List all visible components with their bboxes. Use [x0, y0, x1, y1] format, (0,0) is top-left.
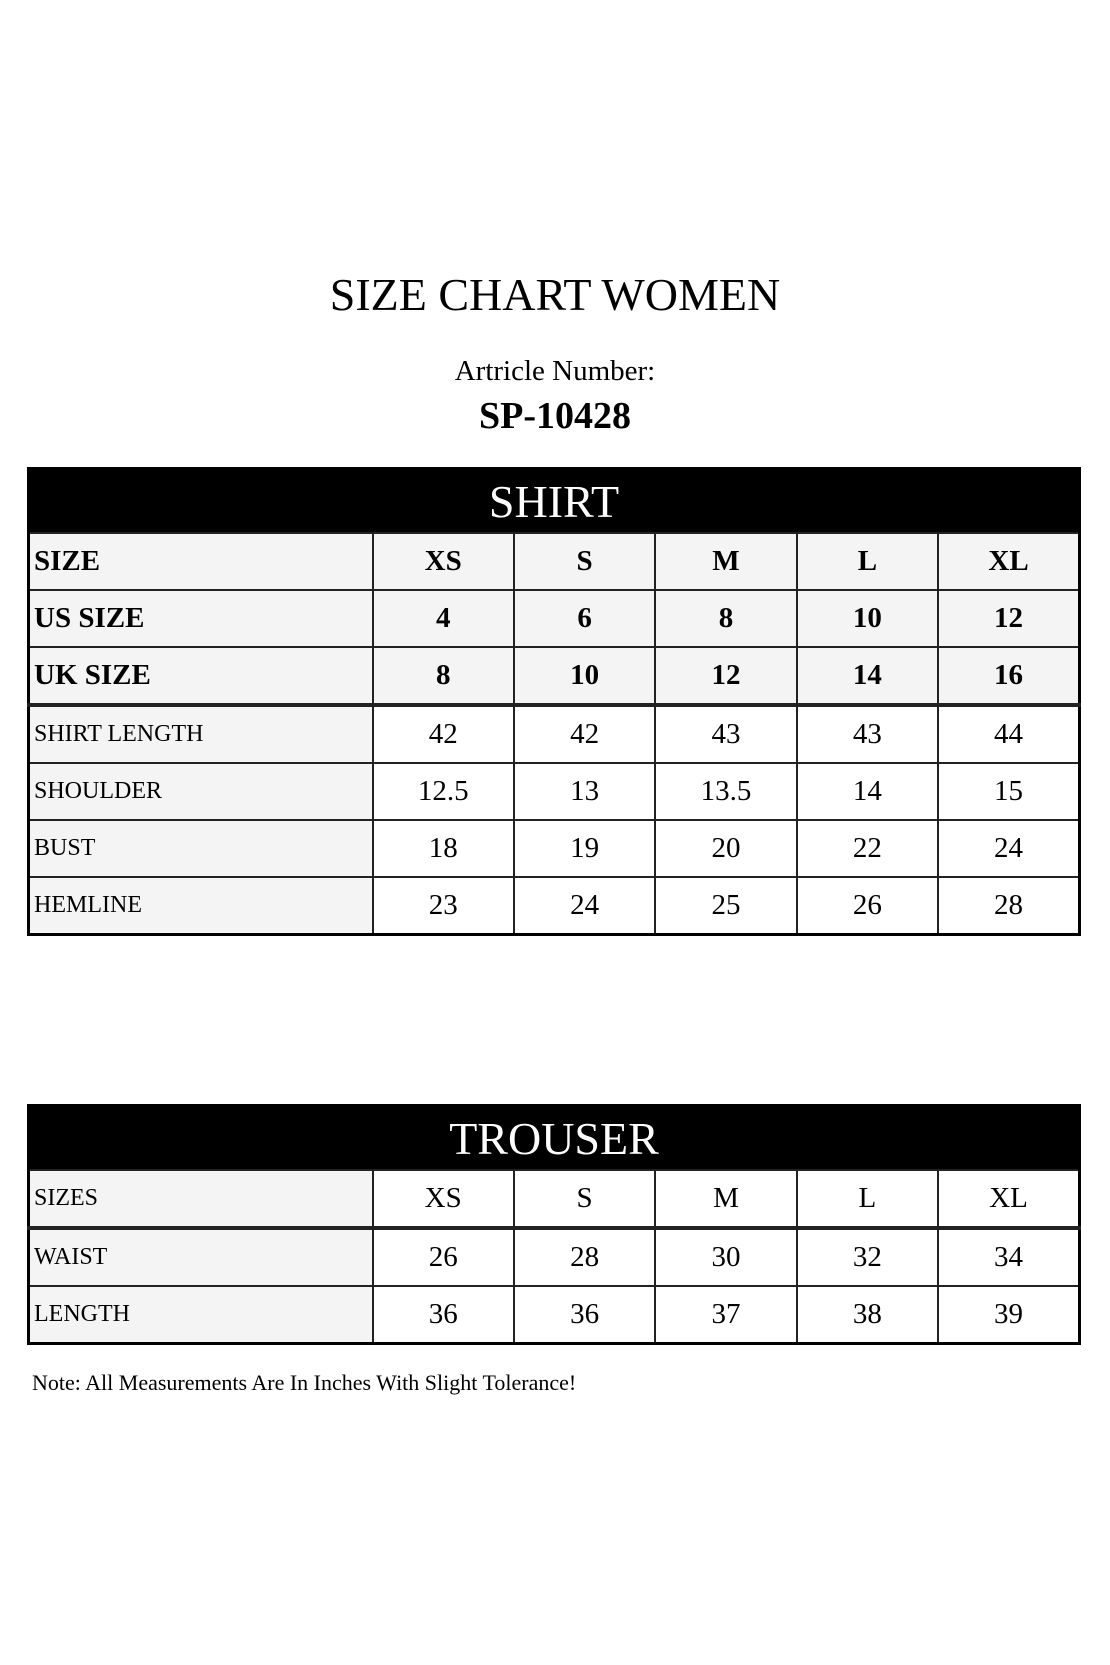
table-row: WAIST 26 28 30 32 34: [27, 1227, 1081, 1287]
cell-value: 42: [371, 704, 515, 764]
cell-value: XS: [371, 1169, 515, 1230]
cell-value: 43: [795, 704, 940, 764]
trouser-table-title: TROUSER: [28, 1105, 1080, 1170]
cell-value: 8: [654, 589, 798, 648]
cell-value: 13.5: [654, 762, 798, 821]
cell-value: 25: [654, 876, 798, 936]
row-label: SHOULDER: [27, 762, 374, 821]
cell-value: XS: [371, 532, 515, 591]
cell-value: 43: [654, 704, 798, 764]
row-label: HEMLINE: [27, 876, 374, 936]
cell-value: M: [654, 532, 798, 591]
cell-value: 28: [512, 1227, 657, 1287]
cell-value: 6: [512, 589, 657, 648]
table-row: SHOULDER 12.5 13 13.5 14 15: [27, 762, 1081, 821]
cell-value: M: [654, 1169, 798, 1230]
cell-value: 36: [512, 1285, 657, 1345]
cell-value: 39: [937, 1285, 1081, 1345]
cell-value: 16: [937, 646, 1081, 707]
cell-value: S: [512, 532, 657, 591]
cell-value: 30: [654, 1227, 798, 1287]
cell-value: 19: [512, 819, 657, 878]
trouser-size-table: TROUSER SIZES XS S M L XL WAIST 26 28 30 32 34 LENGT…: [27, 1104, 1081, 1345]
table-row: US SIZE 4 6 8 10 12: [27, 589, 1081, 648]
measurement-note: Note: All Measurements Are In Inches Wit…: [32, 1370, 577, 1395]
article-number: SP-10428: [479, 395, 631, 437]
table-row: SHIRT LENGTH 42 42 43 43 44: [27, 704, 1081, 764]
cell-value: 24: [512, 876, 657, 936]
row-label: SHIRT LENGTH: [27, 704, 374, 764]
cell-value: 10: [795, 589, 940, 648]
cell-value: 10: [512, 646, 657, 707]
cell-value: 14: [795, 762, 940, 821]
cell-value: 20: [654, 819, 798, 878]
cell-value: 8: [371, 646, 515, 707]
cell-value: 44: [937, 704, 1081, 764]
cell-value: 28: [937, 876, 1081, 936]
cell-value: 22: [795, 819, 940, 878]
cell-value: 26: [795, 876, 940, 936]
cell-value: 13: [512, 762, 657, 821]
cell-value: 4: [371, 589, 515, 648]
table-row: SIZE XS S M L XL: [27, 532, 1081, 591]
cell-value: 14: [795, 646, 940, 707]
article-label: Artricle Number:: [454, 355, 656, 387]
cell-value: L: [795, 1169, 940, 1230]
cell-value: 12.5: [371, 762, 515, 821]
cell-value: 34: [937, 1227, 1081, 1287]
row-label: UK SIZE: [27, 646, 374, 707]
shirt-size-table: SHIRT SIZE XS S M L XL US SIZE 4 6 8 10 12 UK SIZE 8 1…: [27, 467, 1081, 936]
cell-value: 24: [937, 819, 1081, 878]
row-label: US SIZE: [27, 589, 374, 648]
row-label: SIZES: [27, 1169, 374, 1230]
cell-value: XL: [937, 1169, 1081, 1230]
cell-value: 26: [371, 1227, 515, 1287]
cell-value: S: [512, 1169, 657, 1230]
table-row: LENGTH 36 36 37 38 39: [27, 1285, 1081, 1345]
cell-value: 12: [654, 646, 798, 707]
cell-value: 18: [371, 819, 515, 878]
cell-value: 42: [512, 704, 657, 764]
table-row: UK SIZE 8 10 12 14 16: [27, 646, 1081, 707]
cell-value: 38: [795, 1285, 940, 1345]
table-row: HEMLINE 23 24 25 26 28: [27, 876, 1081, 936]
row-label: LENGTH: [27, 1285, 374, 1345]
cell-value: 15: [937, 762, 1081, 821]
page-title: SIZE CHART WOMEN: [329, 269, 781, 320]
shirt-table-title: SHIRT: [28, 468, 1080, 533]
row-label: SIZE: [27, 532, 374, 591]
table-row: BUST 18 19 20 22 24: [27, 819, 1081, 878]
row-label: BUST: [27, 819, 374, 878]
cell-value: L: [795, 532, 940, 591]
row-label: WAIST: [27, 1227, 374, 1287]
cell-value: 37: [654, 1285, 798, 1345]
cell-value: 36: [371, 1285, 515, 1345]
cell-value: 23: [371, 876, 515, 936]
cell-value: 32: [795, 1227, 940, 1287]
cell-value: 12: [937, 589, 1081, 648]
cell-value: XL: [937, 532, 1081, 591]
table-row: SIZES XS S M L XL: [27, 1169, 1081, 1230]
